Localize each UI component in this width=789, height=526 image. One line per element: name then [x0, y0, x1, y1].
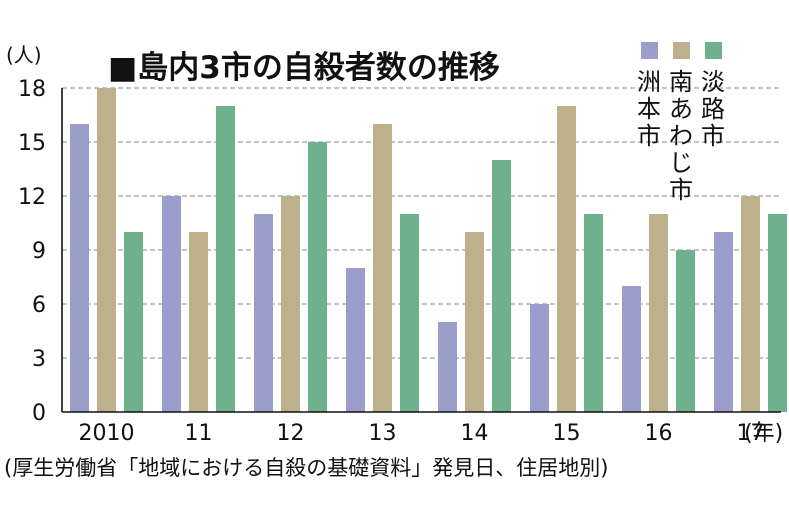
- bar: [97, 88, 116, 412]
- y-tick-label: 3: [32, 347, 46, 372]
- bar: [373, 124, 392, 412]
- legend-label-char: 市: [669, 176, 693, 204]
- y-tick-label: 18: [18, 77, 46, 102]
- y-tick-labels: 0 3 6 9 12 15 18: [18, 77, 46, 426]
- chart-title: ■島内3市の自殺者数の推移: [108, 50, 500, 86]
- x-tick-label: 15: [553, 421, 581, 446]
- x-tick-label: 17: [737, 421, 765, 446]
- legend-label-char: じ: [669, 149, 693, 177]
- bar: [70, 124, 89, 412]
- legend-label-char: 本: [637, 95, 661, 123]
- bar: [530, 304, 549, 412]
- bar: [768, 214, 787, 412]
- axes: [61, 88, 781, 413]
- bar: [714, 232, 733, 412]
- legend-label-char: 市: [637, 122, 661, 150]
- y-tick-label: 0: [32, 401, 46, 426]
- x-axis-unit: (年): [744, 421, 783, 446]
- bar: [438, 322, 457, 412]
- y-tick-label: 9: [32, 239, 46, 264]
- legend-swatch: [673, 42, 690, 59]
- bar: [622, 286, 641, 412]
- bar: [557, 106, 576, 412]
- bar: [162, 196, 181, 412]
- bar: [346, 268, 365, 412]
- legend-label-char: 路: [701, 95, 725, 123]
- bar: [649, 214, 668, 412]
- y-tick-label: 6: [32, 293, 46, 318]
- bar: [254, 214, 273, 412]
- bar: [465, 232, 484, 412]
- bars: [70, 88, 787, 412]
- legend-swatch: [705, 42, 722, 59]
- source-note: (厚生労働省「地域における自殺の基礎資料」発見日、住居地別): [4, 456, 609, 480]
- x-tick-label: 12: [277, 421, 305, 446]
- x-tick-label: 16: [645, 421, 673, 446]
- x-tick-label: 14: [461, 421, 489, 446]
- x-tick-labels: 2010 11 12 13 14 15 16 17: [79, 421, 765, 446]
- x-tick-label: 11: [185, 421, 213, 446]
- legend-label-char: 市: [701, 122, 725, 150]
- y-tick-label: 15: [18, 131, 46, 156]
- legend-label-char: 淡: [701, 68, 725, 96]
- x-tick-label: 2010: [79, 421, 135, 446]
- y-tick-label: 12: [18, 185, 46, 210]
- legend-label-char: 洲: [637, 68, 661, 96]
- bar: [216, 106, 235, 412]
- bar: [492, 160, 511, 412]
- bar: [676, 250, 695, 412]
- y-axis-unit: (人): [6, 43, 42, 67]
- bar: [281, 196, 300, 412]
- bar: [189, 232, 208, 412]
- bar: [584, 214, 603, 412]
- legend-swatch: [641, 42, 658, 59]
- bar: [124, 232, 143, 412]
- legend-label-char: わ: [669, 122, 693, 150]
- bar: [741, 196, 760, 412]
- legend-label-char: あ: [669, 95, 693, 123]
- bar: [308, 142, 327, 412]
- bar: [400, 214, 419, 412]
- legend-label-char: 南: [669, 68, 693, 96]
- x-tick-label: 13: [369, 421, 397, 446]
